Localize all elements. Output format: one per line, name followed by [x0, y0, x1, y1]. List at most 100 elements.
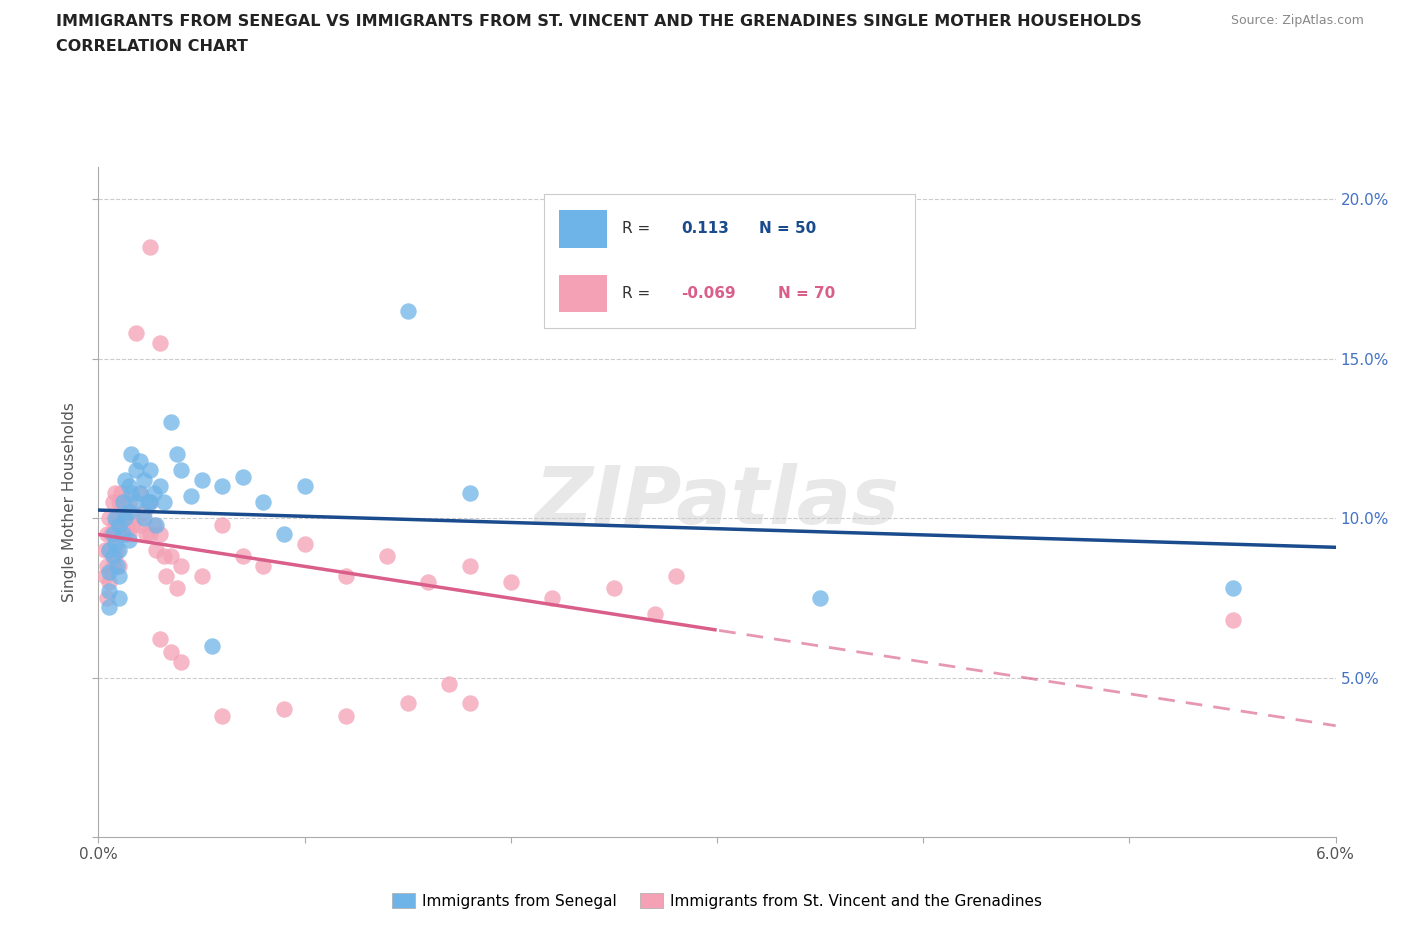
Point: [97, 584, 120, 599]
Point: [93, 568, 115, 583]
Point: [118, 479, 141, 494]
Point: [110, 485, 132, 500]
Point: [96, 526, 118, 541]
Point: [118, 504, 141, 519]
Point: [120, 447, 142, 462]
Point: [149, 336, 172, 351]
Point: [396, 696, 419, 711]
Point: [114, 526, 136, 541]
Point: [166, 447, 188, 462]
Point: [155, 568, 177, 583]
Point: [112, 495, 135, 510]
Point: [108, 568, 131, 583]
Point: [143, 517, 166, 532]
Text: ZIPatlas: ZIPatlas: [534, 463, 900, 541]
Point: [104, 511, 127, 525]
Point: [190, 472, 212, 487]
Point: [97, 542, 120, 557]
Point: [97, 565, 120, 579]
Point: [101, 559, 124, 574]
Point: [124, 495, 146, 510]
Point: [153, 495, 176, 510]
Point: [211, 709, 233, 724]
Point: [294, 537, 316, 551]
Point: [139, 495, 162, 510]
Point: [139, 495, 162, 510]
Point: [132, 472, 155, 487]
Point: [101, 495, 124, 510]
Point: [104, 537, 127, 551]
Point: [108, 495, 131, 510]
Point: [114, 472, 136, 487]
Point: [808, 591, 831, 605]
Point: [211, 517, 233, 532]
Point: [143, 485, 166, 500]
Point: [101, 526, 124, 541]
Point: [1222, 613, 1244, 628]
Point: [110, 517, 132, 532]
Text: CORRELATION CHART: CORRELATION CHART: [56, 39, 247, 54]
Point: [159, 415, 181, 430]
Point: [644, 606, 666, 621]
Point: [335, 568, 357, 583]
Point: [112, 526, 135, 541]
Point: [97, 575, 120, 590]
Point: [145, 517, 167, 532]
Point: [139, 526, 162, 541]
Point: [190, 568, 212, 583]
Point: [603, 581, 626, 596]
Point: [122, 517, 145, 532]
Point: [170, 463, 193, 478]
Point: [105, 542, 128, 557]
Point: [132, 511, 155, 525]
Point: [120, 504, 142, 519]
Point: [108, 526, 131, 541]
Point: [124, 326, 146, 340]
Point: [159, 549, 181, 564]
Point: [541, 591, 564, 605]
Point: [100, 526, 122, 541]
Point: [294, 479, 316, 494]
Point: [458, 559, 481, 574]
Point: [458, 485, 481, 500]
Point: [101, 526, 124, 541]
Point: [96, 591, 118, 605]
Point: [97, 600, 120, 615]
Legend: Immigrants from Senegal, Immigrants from St. Vincent and the Grenadines: Immigrants from Senegal, Immigrants from…: [384, 885, 1050, 916]
Point: [232, 549, 254, 564]
Point: [118, 495, 141, 510]
Point: [166, 581, 188, 596]
Point: [112, 504, 135, 519]
Point: [499, 575, 522, 590]
Text: Source: ZipAtlas.com: Source: ZipAtlas.com: [1230, 14, 1364, 27]
Point: [159, 644, 181, 659]
Point: [375, 549, 398, 564]
Point: [118, 533, 141, 548]
Point: [252, 495, 274, 510]
Point: [118, 526, 141, 541]
Point: [180, 488, 202, 503]
Y-axis label: Single Mother Households: Single Mother Households: [62, 403, 77, 602]
Point: [128, 485, 150, 500]
Point: [108, 591, 131, 605]
Point: [1222, 581, 1244, 596]
Point: [149, 631, 172, 646]
Point: [108, 559, 131, 574]
Point: [135, 526, 157, 541]
Text: IMMIGRANTS FROM SENEGAL VS IMMIGRANTS FROM ST. VINCENT AND THE GRENADINES SINGLE: IMMIGRANTS FROM SENEGAL VS IMMIGRANTS FR…: [56, 14, 1142, 29]
Point: [211, 479, 233, 494]
Point: [418, 575, 440, 590]
Point: [120, 485, 142, 500]
Point: [108, 517, 131, 532]
Point: [114, 511, 136, 525]
Point: [149, 526, 172, 541]
Point: [96, 559, 118, 574]
Point: [101, 549, 124, 564]
Point: [108, 542, 131, 557]
Point: [170, 559, 193, 574]
Point: [105, 559, 128, 574]
Point: [458, 696, 481, 711]
Point: [128, 485, 150, 500]
Point: [97, 511, 120, 525]
Point: [104, 549, 127, 564]
